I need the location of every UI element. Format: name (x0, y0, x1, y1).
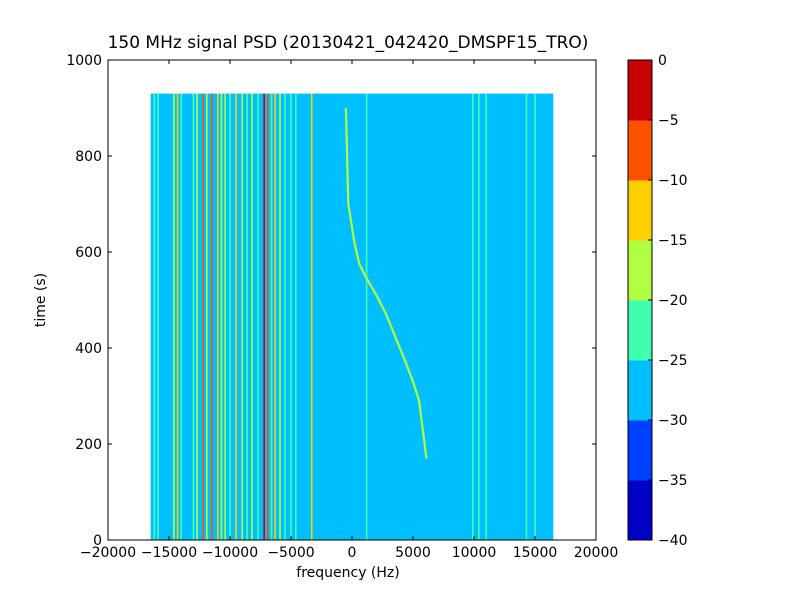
x-tick-label: 10000 (452, 545, 497, 561)
colorbar-segment (628, 300, 652, 361)
y-tick-label: 400 (75, 341, 102, 357)
x-tick-label: 15000 (513, 545, 558, 561)
colorbar-segment (628, 360, 652, 421)
colorbar-tick-label: −10 (658, 173, 688, 189)
y-tick-label: 800 (75, 149, 102, 165)
colorbar-segment (628, 420, 652, 481)
colorbar-segment (628, 240, 652, 301)
axes: −20000 −15000 −10000 −5000 0 5000 10000 15000 20… (66, 53, 618, 561)
colorbar-tick-label: −35 (658, 473, 688, 489)
x-axis-label: frequency (Hz) (296, 565, 399, 581)
y-tick-label: 600 (75, 245, 102, 261)
plot-area (150, 93, 554, 540)
x-tick-label: 0 (348, 545, 357, 561)
colorbar-segment (628, 480, 652, 541)
x-tick-label: −10000 (202, 545, 258, 561)
x-tick-label: −5000 (267, 545, 314, 561)
colorbar-tick-label: −15 (658, 233, 688, 249)
x-tick-label: −20000 (80, 545, 136, 561)
colorbar-segment (628, 180, 652, 241)
colorbar: −40 −35 −30 −25 −20 −15 −10 −5 0 (627, 53, 688, 549)
colorbar-tick-label: −40 (658, 533, 688, 549)
y-tick-label: 0 (93, 533, 102, 549)
x-tick-label: 5000 (395, 545, 431, 561)
y-axis-label: time (s) (33, 273, 49, 327)
colorbar-segment (628, 60, 652, 121)
colorbar-segment (628, 120, 652, 181)
y-tick-label: 200 (75, 437, 102, 453)
colorbar-tick-label: −25 (658, 353, 688, 369)
x-tick-label: 20000 (574, 545, 619, 561)
colorbar-tick-label: −20 (658, 293, 688, 309)
colorbar-tick-label: 0 (658, 53, 667, 69)
x-tick-label: −15000 (141, 545, 197, 561)
y-tick-label: 1000 (66, 53, 102, 69)
colorbar-tick-label: −5 (658, 113, 679, 129)
chart-title: 150 MHz signal PSD (20130421_042420_DMSP… (108, 33, 589, 53)
doppler-sweep-curve (344, 107, 428, 459)
colorbar-tick-label: −30 (658, 413, 688, 429)
